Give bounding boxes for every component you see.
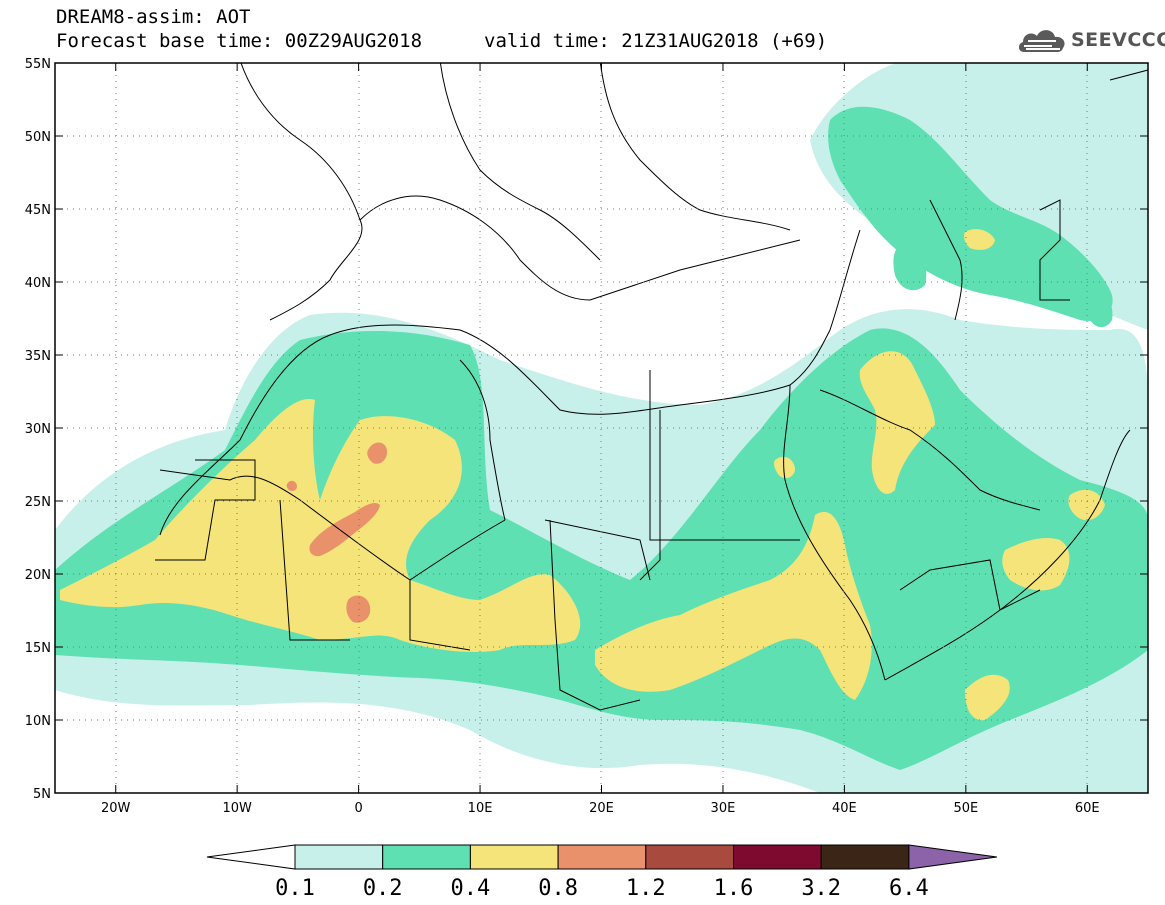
colorbar-segment [294, 844, 384, 870]
lat-tick-label: 15N [25, 641, 51, 656]
logo-text: SEEVCCC [1071, 29, 1165, 51]
lat-tick-label: 20N [25, 568, 51, 583]
lat-tick-label: 30N [25, 422, 51, 437]
lon-tick-label: 20W [101, 801, 131, 816]
lat-tick-label: 45N [25, 203, 51, 218]
colorbar-label: 1.6 [714, 876, 754, 901]
lon-tick-label: 10W [222, 801, 252, 816]
lat-tick-label: 5N [33, 787, 51, 802]
valid-time: valid time: 21Z31AUG2018 (+69) [484, 30, 828, 52]
lon-tick-label: 60E [1075, 801, 1100, 816]
colorbar-label: 0.2 [363, 876, 403, 901]
forecast-base-time: Forecast base time: 00Z29AUG2018 [56, 30, 423, 52]
colorbar-segment [733, 844, 822, 870]
colorbar-label: 1.2 [626, 876, 666, 901]
lon-tick-label: 50E [953, 801, 978, 816]
colorbar-over-triangle [908, 844, 997, 870]
aot-contour-0.2 [55, 106, 1148, 770]
lat-tick-label: 35N [25, 349, 51, 364]
lon-tick-label: 20E [589, 801, 614, 816]
aot-contour-0.8 [286, 442, 388, 623]
lat-tick-label: 10N [25, 714, 51, 729]
aot-contour-0.4 [60, 229, 1105, 721]
colorbar-segment [645, 844, 734, 870]
colorbar-label: 0.1 [275, 876, 315, 901]
colorbar-label: 3.2 [801, 876, 841, 901]
colorbar-label: 0.8 [538, 876, 578, 901]
colorbar-segment [820, 844, 910, 870]
cloud-icon [1018, 30, 1065, 52]
lon-axis: 20W 10W 0 10E 20E 30E 40E 50E 60E [101, 63, 1100, 816]
colorbar-segment [469, 844, 559, 870]
colorbar-label: 0.4 [451, 876, 491, 901]
aot-field [55, 63, 1148, 793]
colorbar-segment [557, 844, 647, 870]
lat-tick-label: 50N [25, 130, 51, 145]
lon-tick-label: 30E [711, 801, 736, 816]
map-title: DREAM8-assim: AOT [56, 6, 251, 28]
lon-tick-label: 40E [832, 801, 857, 816]
lon-tick-label: 0 [354, 801, 362, 816]
grid [55, 63, 1148, 793]
colorbar-under-triangle [206, 844, 296, 870]
lat-tick-label: 25N [25, 495, 51, 510]
lat-axis: 55N 50N 45N 40N 35N 30N 25N 20N 15N 10N 5N [25, 57, 1148, 802]
seevccc-logo: SEEVCCC [1016, 22, 1165, 58]
coastlines-borders [155, 63, 1148, 711]
colorbar: 0.1 0.2 0.4 0.8 1.2 1.6 3.2 6.4 [206, 844, 997, 901]
lon-tick-label: 10E [468, 801, 493, 816]
colorbar-label: 6.4 [889, 876, 929, 901]
lat-tick-label: 55N [25, 57, 51, 72]
lat-tick-label: 40N [25, 276, 51, 291]
colorbar-segment [382, 844, 471, 870]
